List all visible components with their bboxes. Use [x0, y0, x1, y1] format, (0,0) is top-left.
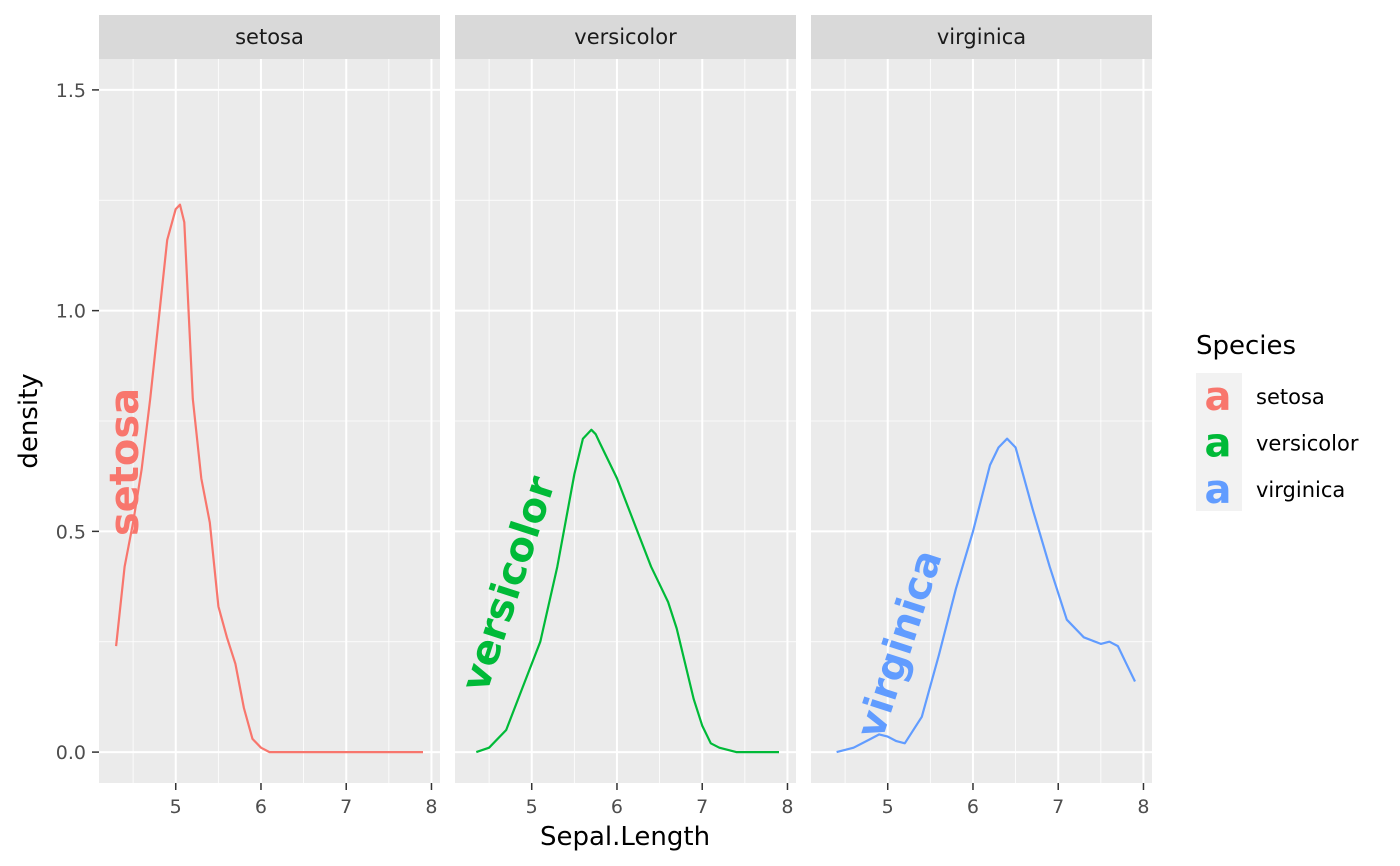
facet-strip — [811, 15, 1152, 59]
legend-key-versicolor: a — [1205, 421, 1232, 467]
x-tick-label: 7 — [696, 796, 708, 818]
legend-label-setosa: setosa — [1256, 385, 1325, 409]
x-axis-title: Sepal.Length — [540, 822, 710, 852]
legend-title: Species — [1196, 331, 1296, 361]
facet-strip — [455, 15, 796, 59]
x-tick-label: 6 — [255, 796, 267, 818]
density-curve-versicolor — [475, 428, 779, 754]
y-tick-label: 0.0 — [56, 742, 86, 764]
curve-label-setosa: setosa — [102, 388, 148, 536]
facet-strip-label: setosa — [235, 25, 304, 49]
facet-panel-versicolor: versicolor 5 6 7 8 — [455, 15, 796, 818]
y-axis-title: density — [14, 373, 44, 468]
y-tick-label: 1.0 — [56, 301, 86, 323]
x-tick-label: 5 — [170, 796, 182, 818]
x-tick-label: 6 — [611, 796, 623, 818]
facet-panel-virginica: virginica 5 6 7 8 — [811, 15, 1152, 818]
x-tick-label: 5 — [526, 796, 538, 818]
x-tick-label: 8 — [1137, 796, 1149, 818]
x-tick-label: 8 — [425, 796, 437, 818]
x-tick-label: 5 — [882, 796, 894, 818]
facet-strip — [99, 15, 440, 59]
legend-label-versicolor: versicolor — [1256, 432, 1359, 456]
x-tick-label: 7 — [1052, 796, 1064, 818]
y-tick-label: 0.5 — [56, 521, 86, 543]
legend-key-setosa: a — [1205, 374, 1232, 420]
x-tick-label: 7 — [340, 796, 352, 818]
facet-strip-label: versicolor — [574, 25, 677, 49]
x-tick-label: 6 — [967, 796, 979, 818]
density-curve-setosa — [115, 203, 423, 754]
legend-label-virginica: virginica — [1256, 478, 1345, 502]
facet-panel-setosa: setosa 5 6 7 8 — [99, 15, 440, 818]
y-tick-label: 1.5 — [56, 80, 86, 102]
legend-key-background — [1196, 373, 1242, 511]
x-tick-label: 8 — [781, 796, 793, 818]
facet-strip-label: virginica — [937, 25, 1026, 49]
legend-key-virginica: a — [1205, 467, 1232, 513]
density-curve-virginica — [836, 437, 1136, 754]
